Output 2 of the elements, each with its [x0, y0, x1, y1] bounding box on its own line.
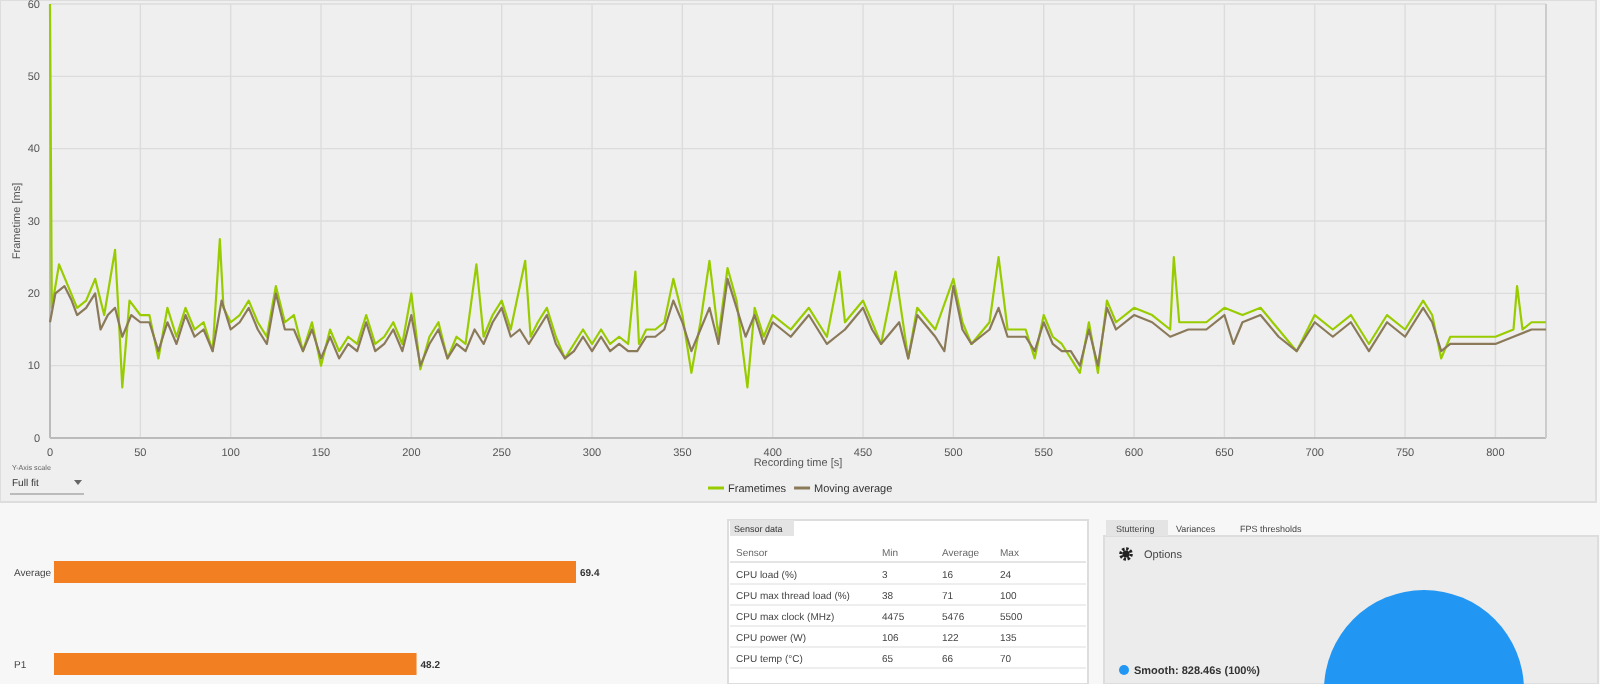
line-series — [48, 277, 1548, 367]
line-series — [48, 2, 1548, 389]
